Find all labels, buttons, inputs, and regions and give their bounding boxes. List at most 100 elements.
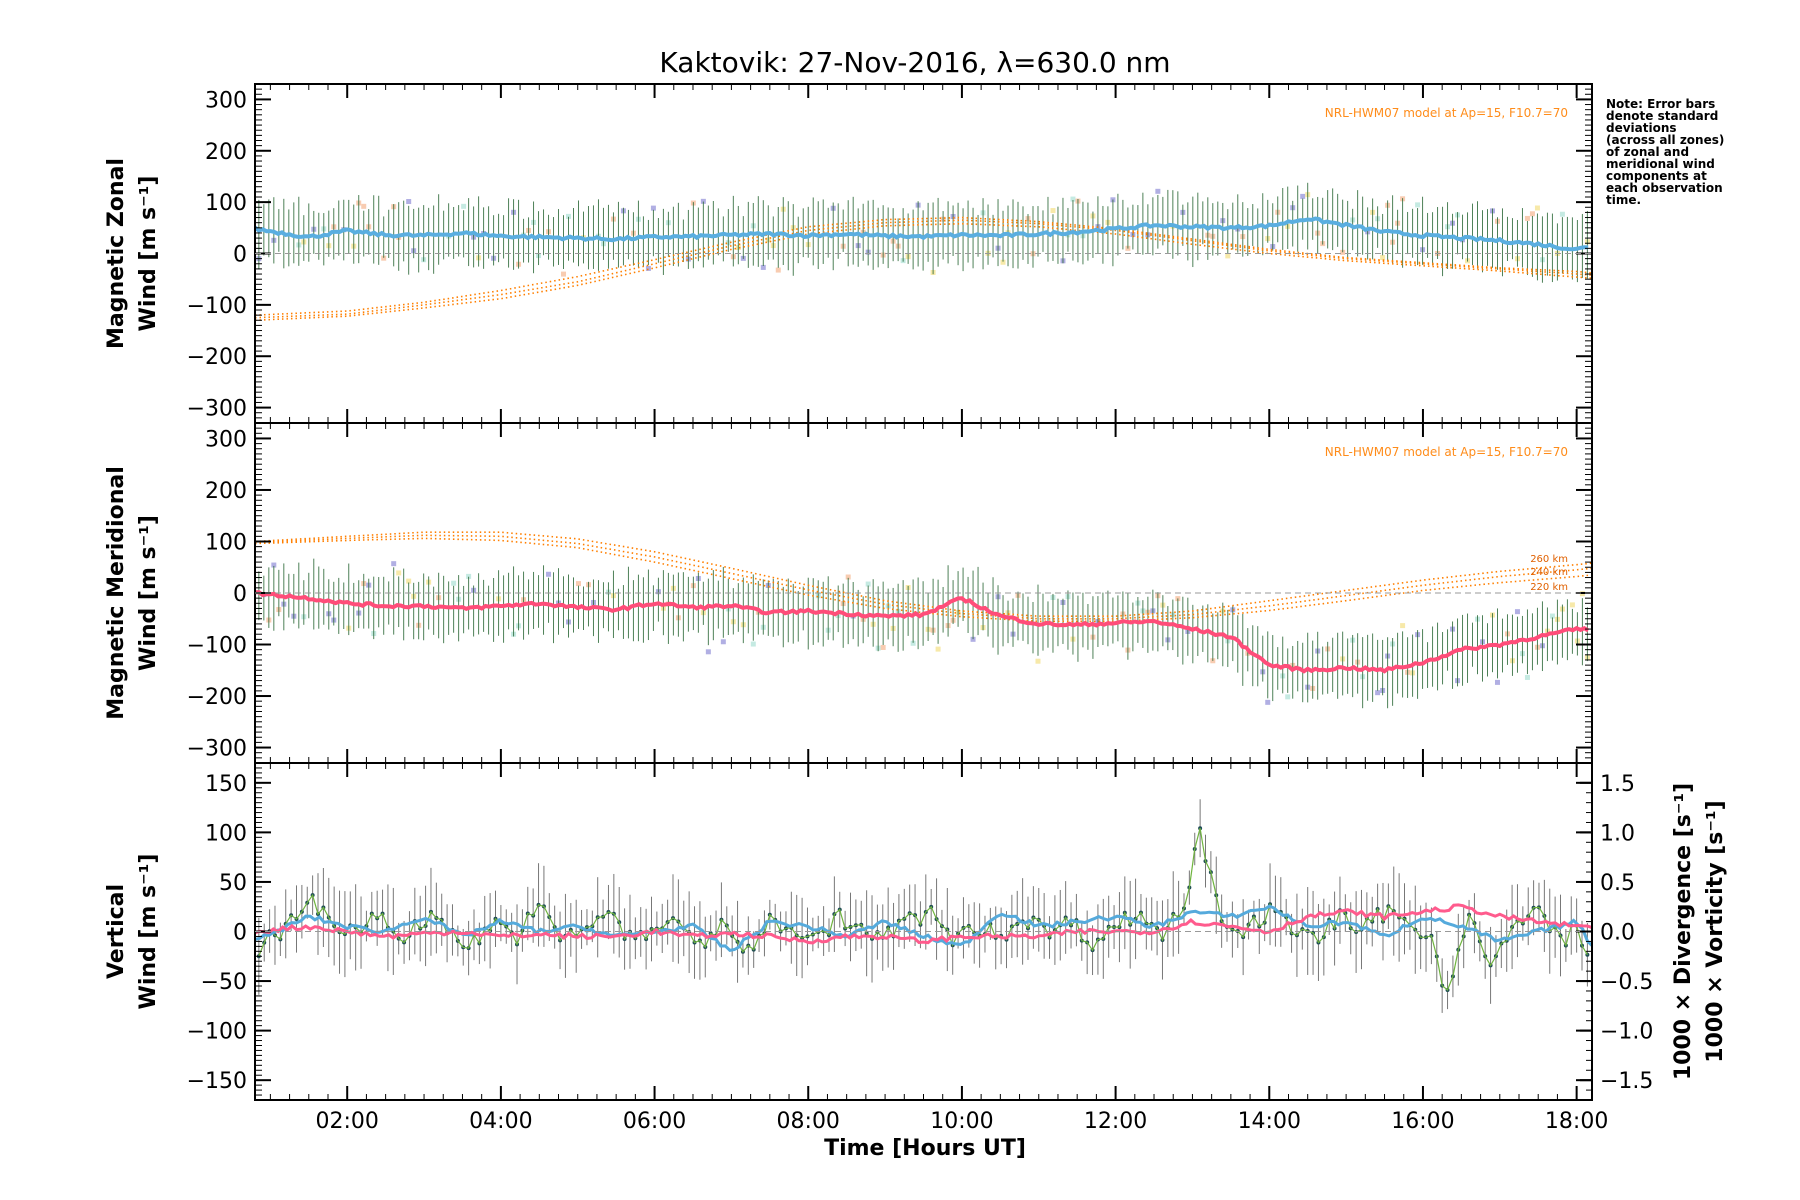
- y-tick-label: 50: [219, 871, 247, 896]
- y-axis-label-line2: Wind [m s⁻¹]: [136, 515, 161, 671]
- y-tick-label: 100: [205, 191, 247, 216]
- y-tick-label: −200: [187, 685, 247, 710]
- scatter-point: [406, 199, 412, 205]
- scatter-point: [391, 561, 397, 567]
- scatter-point: [1534, 205, 1540, 211]
- scatter-point: [396, 570, 402, 576]
- scatter-point: [910, 640, 916, 646]
- vorticity-line: [254, 903, 1593, 945]
- divergence-axis-label: 1000 × Divergence [s⁻¹]: [1671, 783, 1696, 1080]
- x-tick-label: 04:00: [469, 1109, 532, 1134]
- y-right-tick-label: 0.5: [1600, 871, 1635, 896]
- scatter-point: [461, 203, 467, 209]
- x-tick-label: 14:00: [1238, 1109, 1301, 1134]
- scatter-point: [1549, 613, 1555, 619]
- scatter-point: [1265, 699, 1271, 705]
- zonal-model-label: NRL-HWM07 model at Ap=15, F10.7=70: [1325, 106, 1568, 120]
- y-right-tick-label: −1.5: [1600, 1069, 1653, 1094]
- scatter-point: [406, 578, 412, 584]
- y-tick-label: 100: [205, 821, 247, 846]
- scatter-point: [1559, 211, 1565, 217]
- scatter-point: [1000, 259, 1006, 265]
- model-curve: [254, 534, 1593, 620]
- vertical-wind-line: [258, 828, 1588, 991]
- y-axis-label-line1: Magnetic Zonal: [104, 158, 129, 349]
- note-line: time.: [1606, 193, 1641, 207]
- axes-layer: [254, 83, 1593, 1101]
- y-tick-label: 300: [205, 88, 247, 113]
- y-tick-label: 200: [205, 140, 247, 165]
- scatter-point: [1415, 202, 1421, 208]
- y-tick-label: −300: [187, 737, 247, 762]
- scatter-point: [1400, 623, 1406, 629]
- zonal-wind-line: [253, 216, 1589, 252]
- scatter-point: [935, 646, 941, 652]
- y-tick-label: −200: [187, 345, 247, 370]
- x-tick-label: 02:00: [316, 1109, 379, 1134]
- note-line: components at: [1606, 169, 1707, 183]
- meridional-model-label: NRL-HWM07 model at Ap=15, F10.7=70: [1325, 445, 1568, 459]
- y-tick-label: −300: [187, 397, 247, 422]
- scatter-point: [561, 271, 567, 277]
- scatter-point: [546, 571, 552, 577]
- y-tick-label: 0: [233, 582, 247, 607]
- divergence-line: [254, 904, 1594, 953]
- y-axis-label-line2: Wind [m s⁻¹]: [136, 854, 161, 1010]
- y-tick-label: 0: [233, 921, 247, 946]
- scatter-point: [1155, 188, 1161, 194]
- scatter-point: [1524, 215, 1530, 221]
- meridional-wind-line: [254, 590, 1590, 674]
- text-layer: Kaktovik: 27-Nov-2016, λ=630.0 nm Time […: [104, 46, 1728, 1161]
- scatter-point: [750, 641, 756, 647]
- note-line: each observation: [1606, 181, 1723, 195]
- scatter-point: [1380, 255, 1386, 261]
- chart-title: Kaktovik: 27-Nov-2016, λ=630.0 nm: [659, 46, 1170, 79]
- x-tick-label: 18:00: [1545, 1109, 1608, 1134]
- note-line: meridional wind: [1606, 157, 1715, 171]
- y-tick-label: −100: [187, 1020, 247, 1045]
- scatter-point: [1375, 690, 1381, 696]
- model-altitude-label: 260 km: [1530, 554, 1568, 565]
- scatter-point: [705, 649, 711, 655]
- y-right-tick-label: 1.0: [1600, 821, 1635, 846]
- scatter-point: [760, 264, 766, 270]
- y-right-tick-label: 0.0: [1600, 921, 1635, 946]
- scatter-point: [1050, 208, 1056, 214]
- scatter-point: [650, 205, 656, 211]
- scatter-point: [575, 581, 581, 587]
- y-axis-label-line1: Magnetic Meridional: [104, 466, 129, 719]
- scatter-point: [1494, 679, 1500, 685]
- scatter-point: [645, 265, 651, 271]
- series-layer: [253, 216, 1594, 992]
- y-tick-label: 100: [205, 530, 247, 555]
- scatter-point: [970, 636, 976, 642]
- y-right-tick-label: 1.5: [1600, 772, 1635, 797]
- x-tick-label: 12:00: [1084, 1109, 1147, 1134]
- scatter-point: [700, 198, 706, 204]
- scatter-point: [1569, 602, 1575, 608]
- model-altitude-label: 240 km: [1530, 567, 1568, 578]
- y-axis-label-line2: Wind [m s⁻¹]: [136, 176, 161, 332]
- x-axis-label: Time [Hours UT]: [824, 1136, 1026, 1161]
- scatter-point: [775, 267, 781, 273]
- scatter-point: [1514, 609, 1520, 615]
- x-tick-label: 16:00: [1391, 1109, 1454, 1134]
- scatter-point: [845, 574, 851, 580]
- x-tick-label: 10:00: [930, 1109, 993, 1134]
- x-tick-label: 06:00: [623, 1109, 686, 1134]
- note-line: (across all zones): [1606, 133, 1724, 147]
- note-line: of zonal and: [1606, 145, 1689, 159]
- scatter-point: [1070, 196, 1076, 202]
- scatter-point: [271, 562, 277, 568]
- scatter-point: [1529, 211, 1535, 217]
- x-tick-label: 08:00: [777, 1109, 840, 1134]
- scatter-point: [865, 581, 871, 587]
- model-altitude-label: 220 km: [1530, 582, 1568, 593]
- scatter-point: [566, 213, 572, 219]
- scatter-point: [1285, 694, 1291, 700]
- y-tick-label: −150: [187, 1069, 247, 1094]
- scatter-point: [381, 255, 387, 261]
- y-tick-label: 200: [205, 479, 247, 504]
- y-tick-label: −50: [201, 970, 247, 995]
